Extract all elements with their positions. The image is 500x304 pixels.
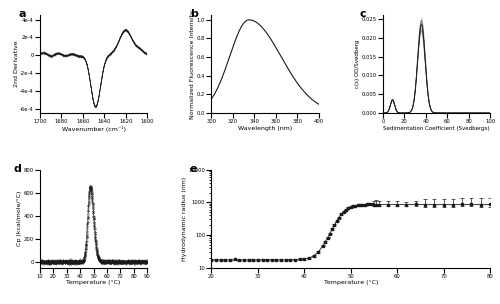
Y-axis label: c(s) OD/Svedberg: c(s) OD/Svedberg: [355, 40, 360, 88]
Y-axis label: Cp (kcal/mole/°C): Cp (kcal/mole/°C): [17, 191, 22, 246]
Text: c: c: [360, 9, 366, 19]
Y-axis label: 2nd Derivative: 2nd Derivative: [14, 41, 18, 88]
Y-axis label: Hydrodynamic radius (nm): Hydrodynamic radius (nm): [182, 177, 187, 261]
X-axis label: Temperature (°C): Temperature (°C): [324, 280, 378, 285]
Y-axis label: Normalized Fluorescence Intensity: Normalized Fluorescence Intensity: [190, 10, 196, 119]
X-axis label: Sedimentation Coefficient (Svedbergs): Sedimentation Coefficient (Svedbergs): [383, 126, 490, 131]
Text: b: b: [190, 9, 198, 19]
Text: d: d: [13, 164, 21, 174]
Text: a: a: [18, 9, 26, 19]
X-axis label: Temperature (°C): Temperature (°C): [66, 280, 121, 285]
X-axis label: Wavelength (nm): Wavelength (nm): [238, 126, 292, 131]
X-axis label: Wavenumber (cm⁻¹): Wavenumber (cm⁻¹): [62, 126, 126, 132]
Text: e: e: [189, 164, 196, 174]
